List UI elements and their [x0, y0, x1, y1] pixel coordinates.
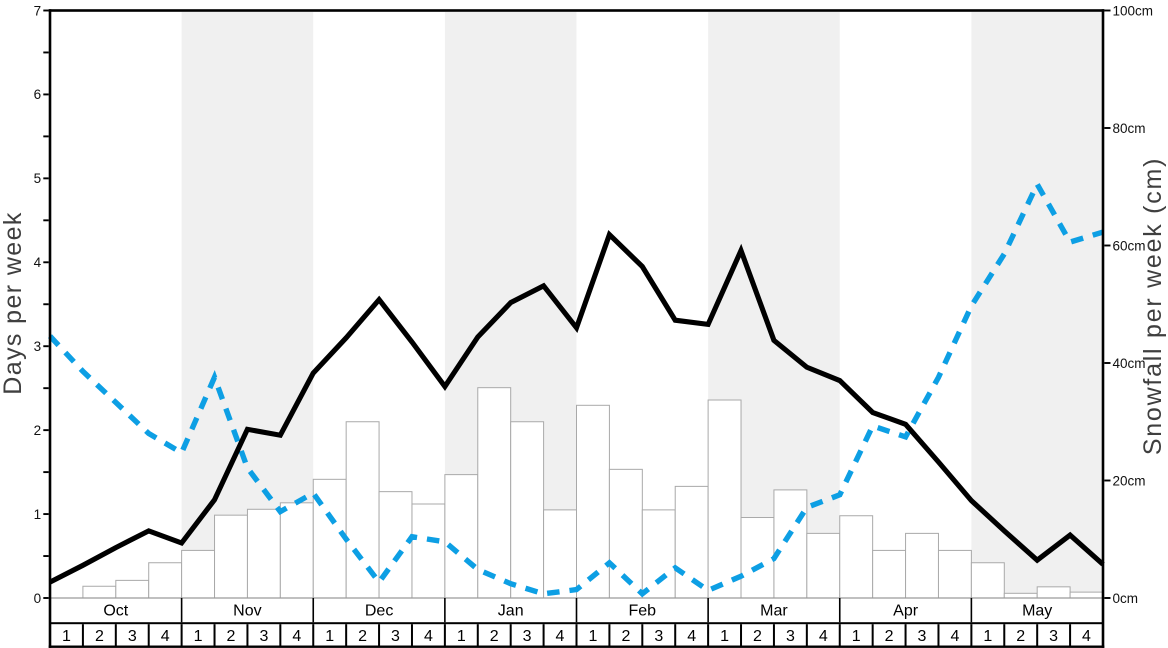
svg-text:0: 0: [34, 591, 42, 606]
svg-text:Dec: Dec: [365, 603, 393, 620]
svg-text:May: May: [1022, 603, 1052, 620]
svg-text:7: 7: [34, 3, 42, 18]
svg-text:2: 2: [95, 628, 104, 645]
svg-text:3: 3: [918, 628, 927, 645]
svg-text:3: 3: [128, 628, 137, 645]
svg-text:2: 2: [621, 628, 630, 645]
svg-text:4: 4: [424, 628, 433, 645]
svg-text:2: 2: [753, 628, 762, 645]
svg-text:4: 4: [161, 628, 170, 645]
svg-text:3: 3: [654, 628, 663, 645]
svg-text:4: 4: [292, 628, 301, 645]
svg-text:2: 2: [885, 628, 894, 645]
svg-text:0cm: 0cm: [1113, 591, 1139, 606]
svg-text:4: 4: [1082, 628, 1091, 645]
svg-text:100cm: 100cm: [1113, 3, 1154, 18]
svg-text:1: 1: [34, 507, 42, 522]
svg-text:4: 4: [687, 628, 696, 645]
svg-text:1: 1: [194, 628, 203, 645]
svg-text:3: 3: [786, 628, 795, 645]
svg-text:1: 1: [720, 628, 729, 645]
svg-text:1: 1: [325, 628, 334, 645]
svg-text:40cm: 40cm: [1113, 356, 1146, 371]
svg-text:Apr: Apr: [893, 603, 919, 620]
svg-text:3: 3: [259, 628, 268, 645]
svg-text:4: 4: [34, 255, 42, 270]
svg-text:2: 2: [227, 628, 236, 645]
svg-text:Oct: Oct: [103, 603, 128, 620]
svg-text:3: 3: [34, 339, 42, 354]
svg-text:1: 1: [589, 628, 598, 645]
svg-text:4: 4: [950, 628, 959, 645]
svg-text:3: 3: [523, 628, 532, 645]
svg-text:3: 3: [1049, 628, 1058, 645]
svg-text:1: 1: [983, 628, 992, 645]
svg-text:20cm: 20cm: [1113, 473, 1146, 488]
svg-text:6: 6: [34, 87, 42, 102]
svg-text:5: 5: [34, 171, 42, 186]
svg-text:1: 1: [457, 628, 466, 645]
svg-text:1: 1: [62, 628, 71, 645]
svg-text:60cm: 60cm: [1113, 238, 1146, 253]
svg-text:4: 4: [819, 628, 828, 645]
svg-text:Jan: Jan: [498, 603, 524, 620]
svg-text:1: 1: [852, 628, 861, 645]
svg-text:2: 2: [1016, 628, 1025, 645]
svg-text:2: 2: [358, 628, 367, 645]
svg-text:2: 2: [490, 628, 499, 645]
svg-text:4: 4: [556, 628, 565, 645]
svg-text:2: 2: [34, 423, 42, 438]
svg-text:Feb: Feb: [629, 603, 657, 620]
svg-text:3: 3: [391, 628, 400, 645]
svg-text:Nov: Nov: [233, 603, 261, 620]
svg-text:Mar: Mar: [760, 603, 788, 620]
svg-text:80cm: 80cm: [1113, 121, 1146, 136]
svg-text:Snowfall per week (cm): Snowfall per week (cm): [1139, 157, 1167, 455]
svg-text:Days per week: Days per week: [0, 211, 27, 395]
